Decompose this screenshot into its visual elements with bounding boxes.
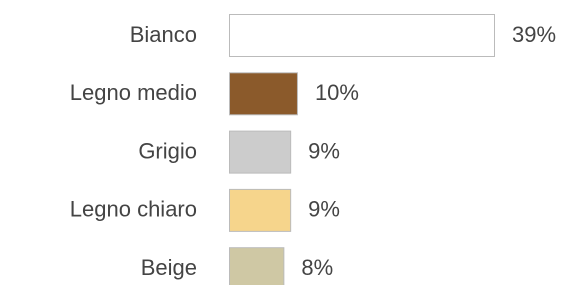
category-label: Legno medio (70, 80, 197, 105)
bar (230, 131, 291, 173)
value-label: 8% (301, 255, 333, 280)
value-label: 9% (308, 138, 340, 163)
category-label: Bianco (130, 22, 197, 47)
chart: Bianco 39% Legno medio 10% Grigio 9% Legno chi… (0, 0, 575, 285)
value-label: 39% (512, 22, 556, 47)
category-label: Legno chiaro (70, 197, 197, 222)
category-label: Beige (141, 255, 197, 280)
bar (230, 248, 284, 285)
category-label: Grigio (138, 138, 197, 163)
bar (230, 189, 291, 231)
bar (230, 15, 495, 57)
value-label: 10% (315, 80, 359, 105)
value-label: 9% (308, 197, 340, 222)
bar (230, 73, 298, 115)
